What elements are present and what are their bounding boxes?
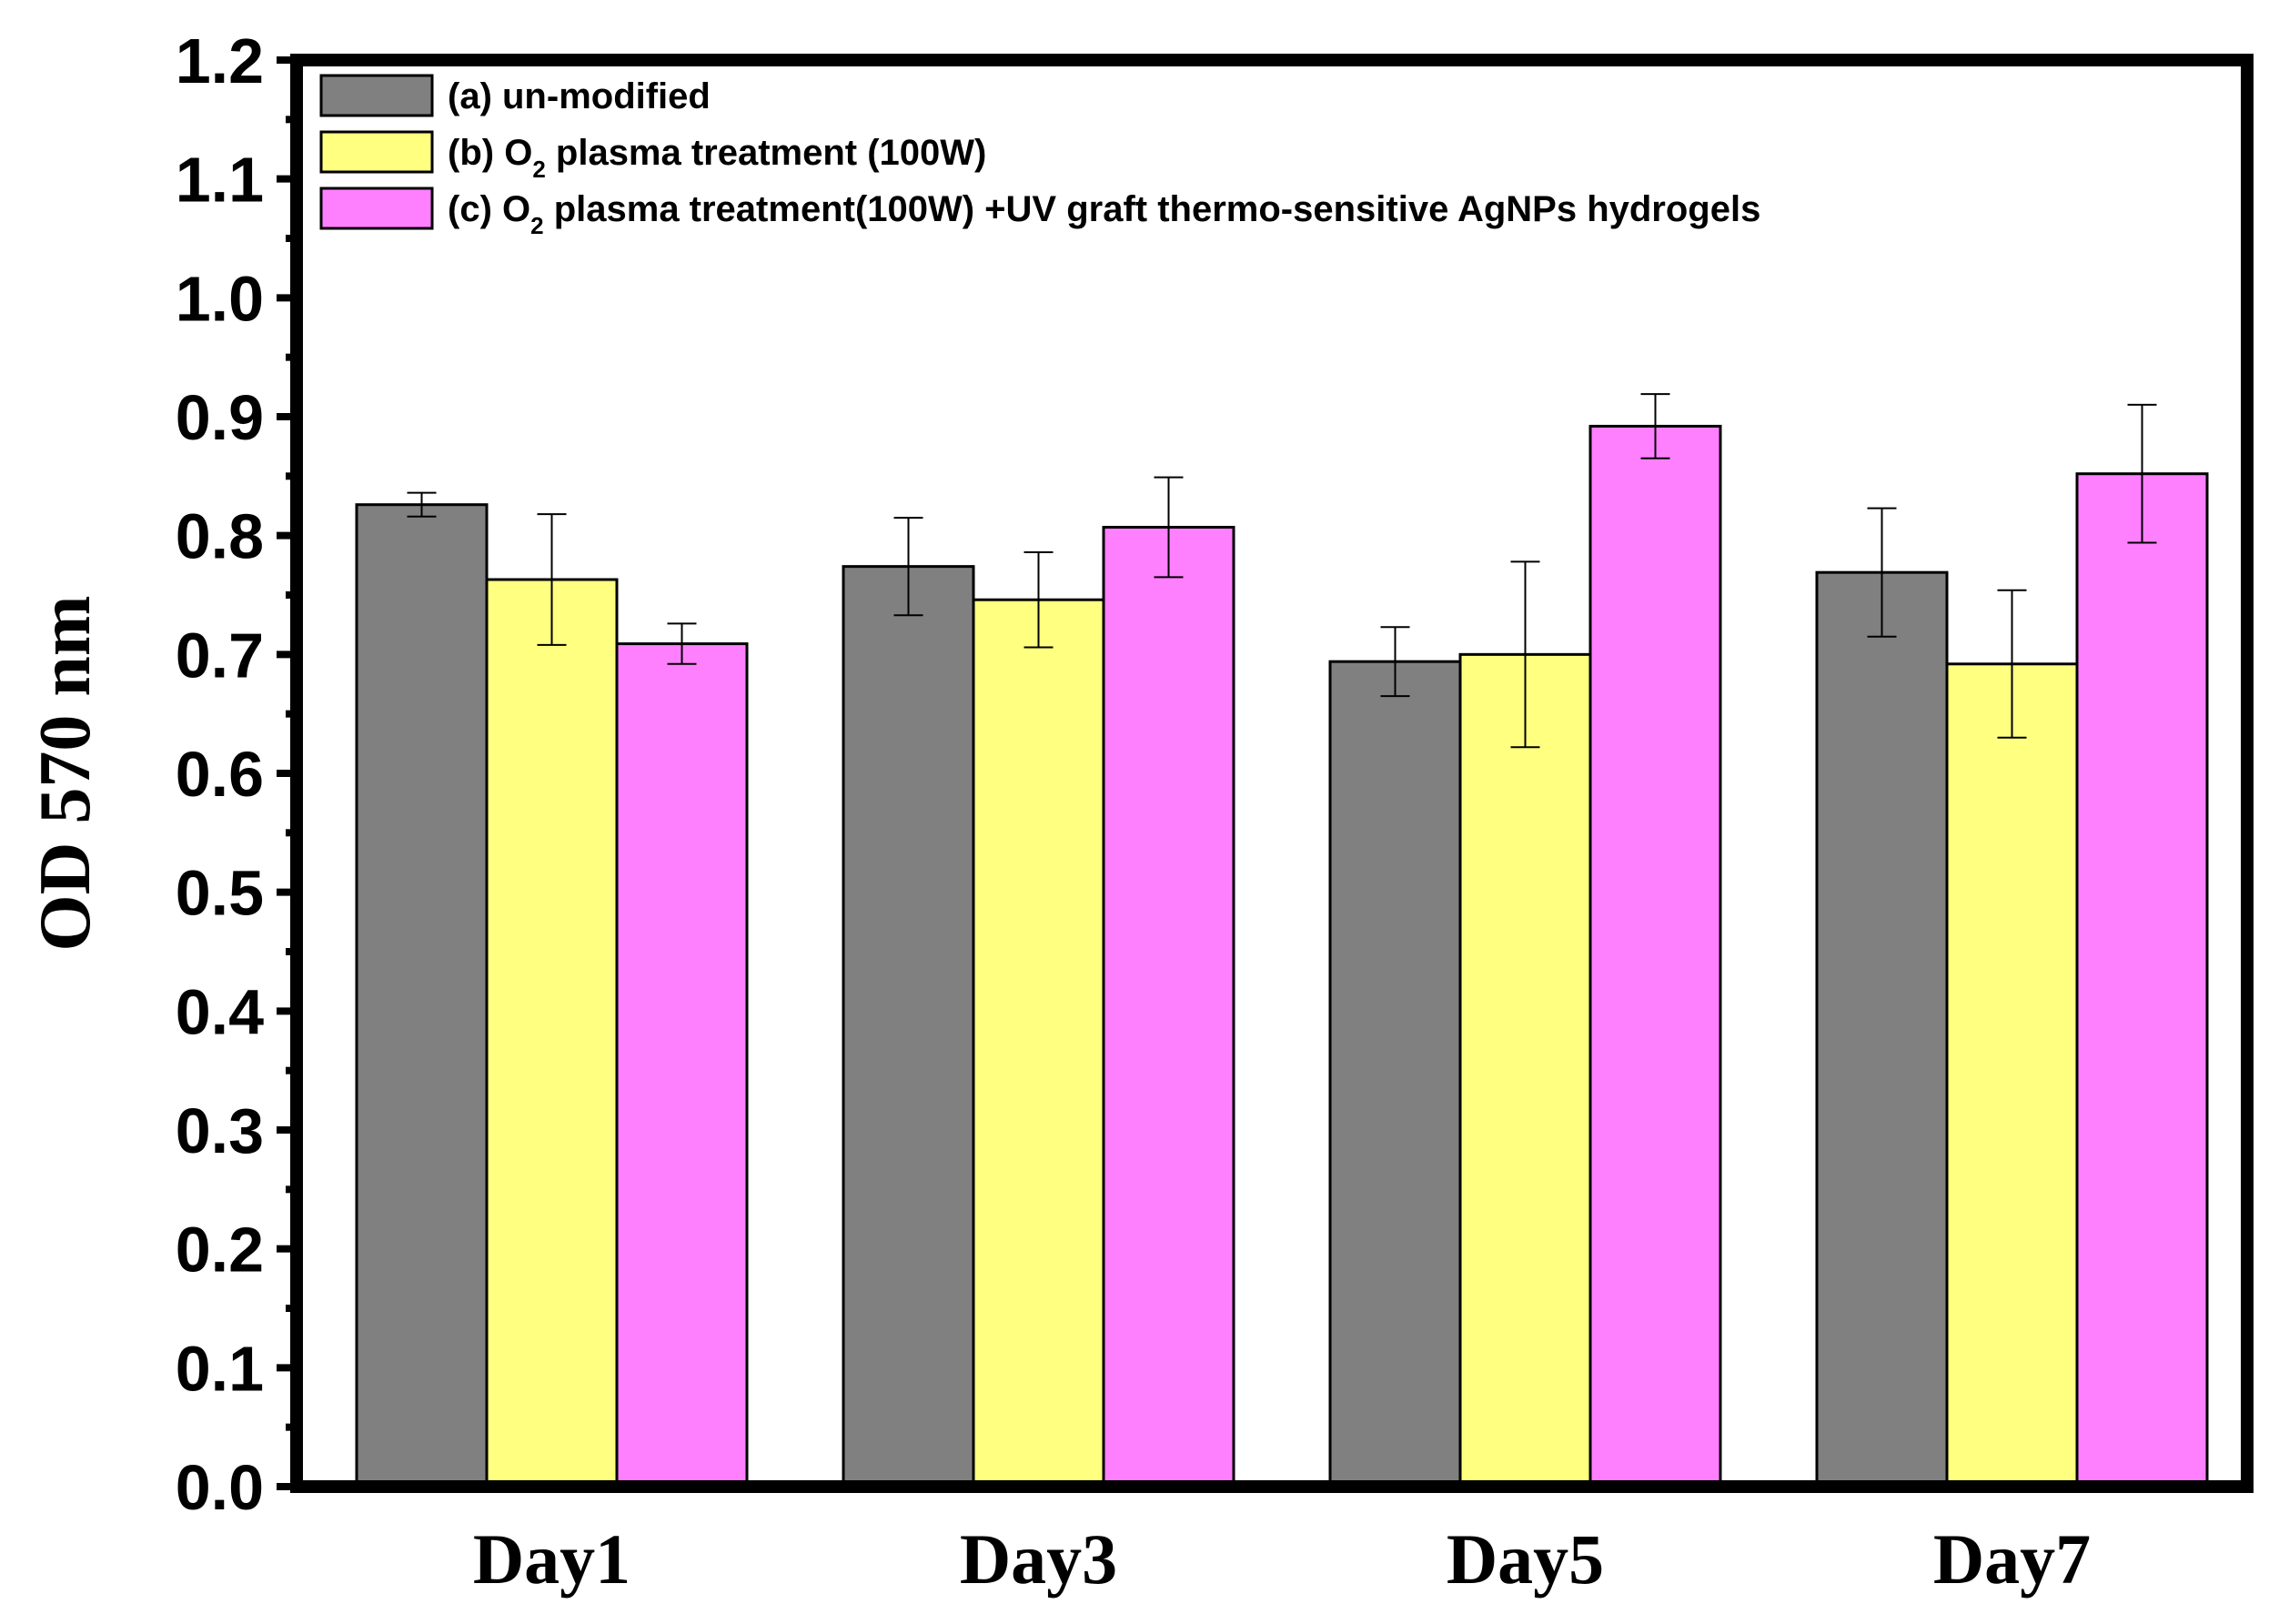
error-bar-day5-series-b: [1510, 560, 1540, 749]
legend-label: (c) O2 plasma treatment(100W) +UV graft …: [448, 189, 1760, 239]
bar-day3-series-a: [842, 565, 975, 1488]
legend-item-b: (b) O2 plasma treatment (100W): [319, 130, 986, 183]
y-tick-label: 0.7: [176, 620, 264, 691]
y-tick-label: 0.0: [176, 1452, 264, 1523]
error-bar-day3-series-c: [1154, 476, 1184, 579]
legend-swatch: [319, 74, 434, 117]
y-tick-label: 0.5: [176, 858, 264, 929]
y-axis-ticks: [277, 56, 297, 1490]
bar-day5-series-a: [1328, 660, 1462, 1488]
error-bar-day5-series-c: [1640, 393, 1670, 459]
y-axis-tick-labels: 0.0 0.1 0.2 0.3 0.4 0.5 0.6 0.7 0.8 0.9 1.0 1.1 1.2: [176, 25, 264, 1523]
bar-day1-series-c: [615, 642, 749, 1488]
error-bar-day1-series-b: [537, 513, 567, 646]
bar-day5-series-b: [1458, 652, 1592, 1488]
legend-label: (a) un-modified: [448, 76, 711, 116]
y-tick-label: 0.8: [176, 501, 264, 572]
bar-day7-series-b: [1945, 662, 2079, 1488]
x-category-label-day5: Day5: [1447, 1519, 1604, 1599]
error-bar-day7-series-a: [1867, 507, 1897, 638]
y-tick-label: 0.4: [176, 976, 264, 1047]
error-bar-day1-series-c: [667, 622, 697, 665]
legend-item-c: (c) O2 plasma treatment(100W) +UV graft …: [319, 187, 1760, 239]
error-bar-day3-series-a: [893, 517, 923, 617]
legend-swatch: [319, 187, 434, 230]
bar-day1-series-b: [485, 578, 619, 1488]
error-bar-day5-series-a: [1380, 626, 1410, 698]
error-bar-day7-series-b: [1997, 589, 2027, 739]
legend-swatch: [319, 130, 434, 174]
y-tick-label: 1.1: [176, 145, 264, 216]
x-category-label-day7: Day7: [1933, 1519, 2091, 1599]
x-axis-category-labels: Day1 Day3 Day5 Day7: [473, 1519, 2091, 1599]
legend-item-a: (a) un-modified: [319, 74, 711, 117]
error-bar-day3-series-b: [1024, 550, 1054, 649]
legend: (a) un-modified (b) O2 plasma treatment (…: [319, 74, 1760, 239]
y-tick-label: 0.2: [176, 1215, 264, 1286]
bar-day3-series-b: [972, 598, 1105, 1488]
bars-layer: [355, 424, 2209, 1488]
y-tick-label: 0.1: [176, 1333, 264, 1404]
y-tick-label: 0.3: [176, 1095, 264, 1166]
bar-day5-series-c: [1588, 424, 1722, 1488]
y-axis-title: OD 570 nm: [25, 595, 106, 951]
bar-day7-series-c: [2075, 472, 2209, 1488]
y-tick-label: 1.0: [176, 263, 264, 334]
error-bars-layer: [407, 393, 2157, 749]
y-tick-label: 0.9: [176, 382, 264, 453]
bar-day7-series-a: [1815, 570, 1949, 1488]
y-tick-label: 1.2: [176, 25, 264, 96]
error-bar-day7-series-c: [2127, 403, 2157, 544]
bar-day1-series-a: [355, 503, 489, 1488]
legend-label: (b) O2 plasma treatment (100W): [448, 133, 986, 183]
bar-day3-series-c: [1102, 526, 1235, 1488]
x-category-label-day1: Day1: [473, 1519, 630, 1599]
error-bar-day1-series-a: [407, 491, 437, 518]
x-category-label-day3: Day3: [960, 1519, 1117, 1599]
y-tick-label: 0.6: [176, 739, 264, 810]
